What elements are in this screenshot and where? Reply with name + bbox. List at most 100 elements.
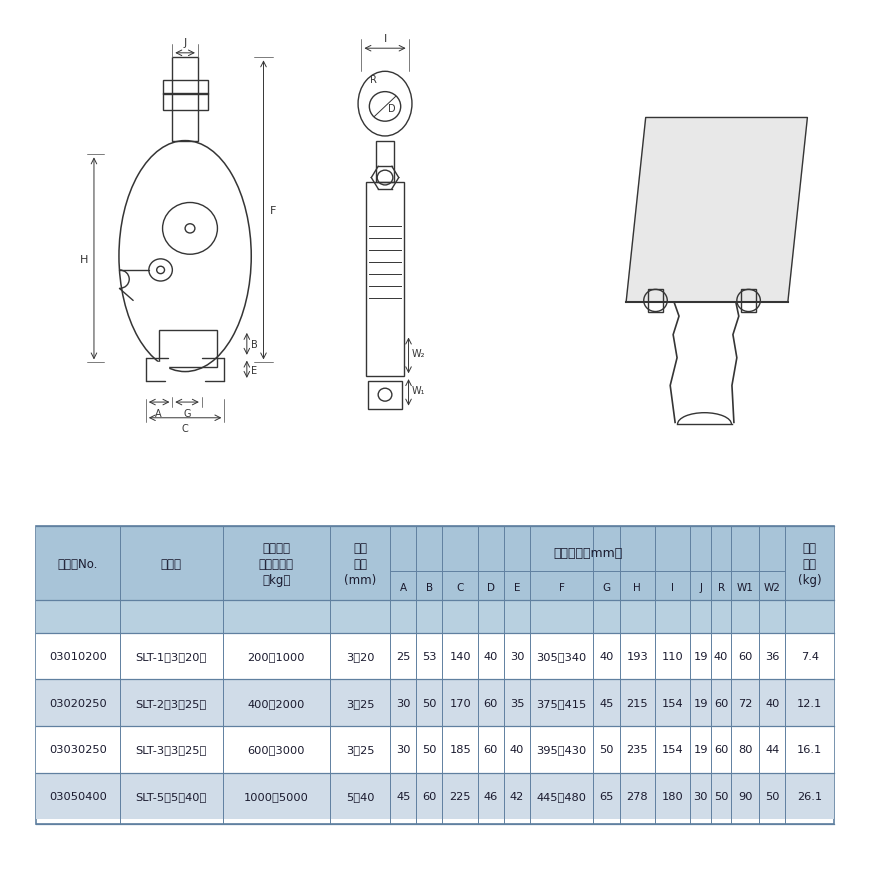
Text: 40: 40: [509, 745, 524, 754]
Text: E: E: [250, 365, 256, 375]
Text: 1000〜5000: 1000〜5000: [243, 791, 308, 801]
Text: 600〜3000: 600〜3000: [247, 745, 304, 754]
Text: H: H: [80, 255, 88, 264]
Text: J: J: [183, 38, 187, 48]
Text: 36: 36: [765, 652, 779, 661]
Polygon shape: [146, 363, 169, 379]
Text: 375〜415: 375〜415: [536, 698, 587, 708]
Text: W2: W2: [763, 582, 779, 593]
Text: J: J: [699, 582, 701, 593]
Text: F: F: [270, 206, 276, 216]
Text: 3〜25: 3〜25: [345, 745, 374, 754]
Text: 60: 60: [713, 698, 727, 708]
Text: 60: 60: [737, 652, 752, 661]
Text: 30: 30: [395, 698, 410, 708]
Bar: [163, 95, 208, 111]
Text: 開口
寸法
(mm): 開口 寸法 (mm): [343, 541, 375, 586]
Text: 50: 50: [764, 791, 779, 801]
Text: 60: 60: [713, 745, 727, 754]
Text: W₂: W₂: [411, 348, 424, 358]
Text: 215: 215: [626, 698, 647, 708]
Text: 7.4: 7.4: [799, 652, 818, 661]
Text: 03020250: 03020250: [50, 698, 107, 708]
Text: 3〜25: 3〜25: [345, 698, 374, 708]
Bar: [36, 726, 833, 773]
Text: 42: 42: [509, 791, 523, 801]
Text: 235: 235: [626, 745, 647, 754]
Text: E: E: [514, 582, 520, 593]
Text: R: R: [370, 76, 377, 85]
Text: 26.1: 26.1: [796, 791, 821, 801]
Text: SLT-1（3〜20）: SLT-1（3〜20）: [136, 652, 207, 661]
Text: 12.1: 12.1: [796, 698, 821, 708]
Text: 395〜430: 395〜430: [536, 745, 587, 754]
Text: 445〜480: 445〜480: [536, 791, 586, 801]
Text: 5〜40: 5〜40: [345, 791, 374, 801]
Text: 44: 44: [765, 745, 779, 754]
Text: 60: 60: [483, 745, 498, 754]
Text: SLT-5（5〜40）: SLT-5（5〜40）: [136, 791, 207, 801]
Text: 16.1: 16.1: [796, 745, 821, 754]
Text: F: F: [558, 582, 564, 593]
Bar: [366, 183, 403, 377]
Text: C: C: [182, 424, 189, 434]
Text: 45: 45: [395, 791, 410, 801]
Bar: [158, 330, 217, 368]
Text: 30: 30: [693, 791, 707, 801]
Text: 3〜20: 3〜20: [345, 652, 374, 661]
Text: 185: 185: [448, 745, 470, 754]
Bar: [36, 773, 833, 819]
Text: 110: 110: [661, 652, 683, 661]
Text: 90: 90: [737, 791, 752, 801]
Text: 200〜1000: 200〜1000: [247, 652, 304, 661]
Text: W1: W1: [736, 582, 753, 593]
Text: 型　式: 型 式: [161, 557, 182, 570]
Text: D: D: [487, 582, 494, 593]
Bar: [375, 142, 394, 183]
Text: 50: 50: [421, 745, 436, 754]
Bar: [647, 290, 662, 312]
Text: 35: 35: [509, 698, 524, 708]
Bar: [163, 81, 208, 96]
Bar: [36, 600, 833, 634]
Text: 30: 30: [509, 652, 524, 661]
Text: 19: 19: [693, 698, 707, 708]
Text: 03050400: 03050400: [49, 791, 107, 801]
Bar: [172, 58, 197, 142]
Text: 45: 45: [599, 698, 613, 708]
Text: H: H: [633, 582, 640, 593]
Text: 25: 25: [395, 652, 410, 661]
Bar: [36, 527, 833, 600]
Text: G: G: [183, 408, 190, 418]
Text: 19: 19: [693, 745, 707, 754]
Bar: [36, 634, 833, 680]
Text: 40: 40: [599, 652, 613, 661]
Text: 19: 19: [693, 652, 707, 661]
Text: B: B: [250, 340, 257, 349]
Text: 180: 180: [661, 791, 683, 801]
Text: I: I: [383, 34, 386, 43]
Text: 50: 50: [421, 698, 436, 708]
Text: 40: 40: [765, 698, 779, 708]
Text: 40: 40: [713, 652, 727, 661]
Text: 60: 60: [421, 791, 436, 801]
Text: W₁: W₁: [411, 385, 424, 395]
Text: 140: 140: [448, 652, 470, 661]
Text: 170: 170: [448, 698, 470, 708]
Bar: [368, 381, 401, 409]
Text: 製品
質量
(kg): 製品 質量 (kg): [797, 541, 820, 586]
Text: 225: 225: [449, 791, 470, 801]
Text: 寸　　法（mm）: 寸 法（mm）: [553, 546, 621, 559]
Text: G: G: [601, 582, 610, 593]
Text: 使用荷重
最小〜最大
（kg）: 使用荷重 最小〜最大 （kg）: [258, 541, 293, 586]
Text: 154: 154: [661, 698, 683, 708]
Polygon shape: [626, 118, 806, 303]
Text: I: I: [670, 582, 673, 593]
Text: 193: 193: [626, 652, 647, 661]
Text: R: R: [717, 582, 724, 593]
Text: B: B: [425, 582, 433, 593]
Text: SLT-3（3〜25）: SLT-3（3〜25）: [136, 745, 207, 754]
Text: 46: 46: [483, 791, 497, 801]
Text: A: A: [156, 408, 162, 418]
Text: 278: 278: [626, 791, 647, 801]
